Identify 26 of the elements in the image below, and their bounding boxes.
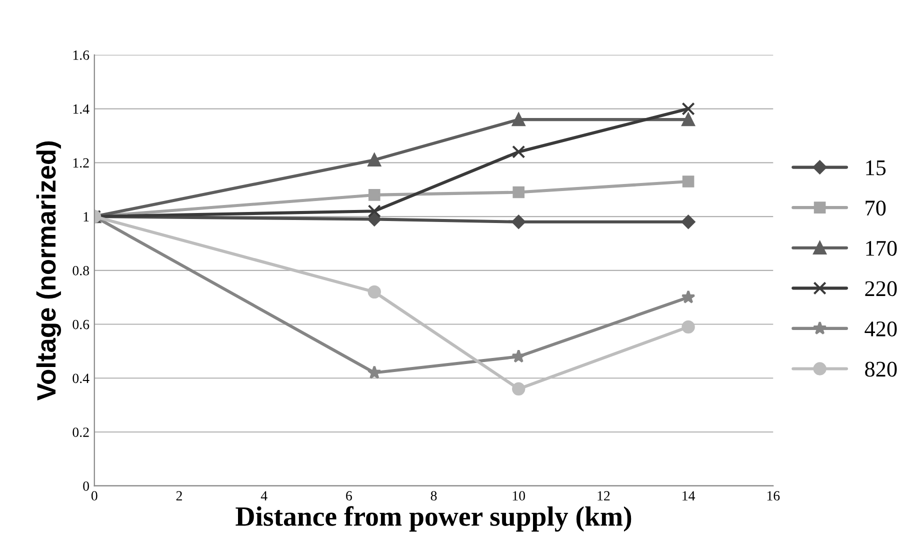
legend-label: 220 [865,281,897,296]
legend-label: 15 [866,160,886,176]
x-tick-label: 12 [598,491,610,500]
x-axis-title: Distance from power supply (km) [236,506,632,532]
legend-label: 170 [866,240,897,256]
y-tick-label: 0.2 [72,428,89,438]
x-tick-label: 0 [91,491,98,500]
y-tick-label: 0.4 [72,374,90,384]
legend-label: 70 [866,200,886,216]
y-tick-label: 1.4 [73,104,90,114]
y-tick-label: 1.2 [73,158,89,168]
y-axis-title: Voltage (normarized) [36,141,62,400]
x-tick-label: 10 [512,491,526,500]
y-tick-label: 1.6 [73,50,90,60]
x-tick-label: 2 [176,491,182,500]
legend-label: 420 [864,321,897,336]
x-tick-label: 6 [346,491,352,500]
y-tick-label: 0.6 [72,320,90,330]
x-tick-label: 16 [767,491,780,500]
x-tick-label: 14 [682,491,696,500]
y-tick-label: 0.8 [72,266,90,276]
x-tick-label: 4 [260,491,268,500]
y-tick-label: 0 [83,481,90,491]
legend-label: 820 [865,362,897,377]
y-tick-label: 1 [84,212,89,222]
x-tick-label: 8 [430,491,437,500]
